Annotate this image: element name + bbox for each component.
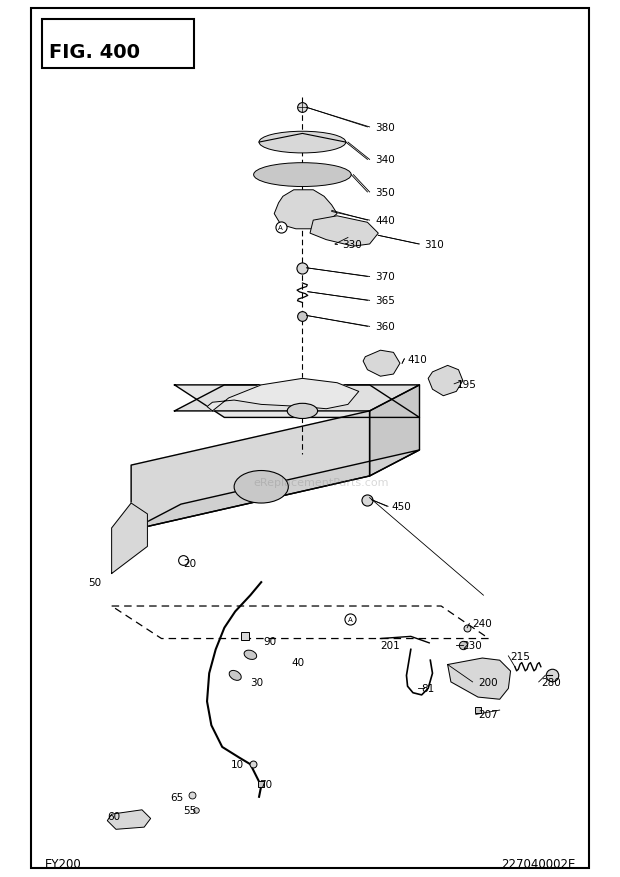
Text: eReplacementParts.com: eReplacementParts.com bbox=[254, 477, 389, 488]
Ellipse shape bbox=[254, 163, 351, 188]
Polygon shape bbox=[174, 386, 420, 418]
Text: 70: 70 bbox=[259, 779, 272, 789]
Text: 215: 215 bbox=[510, 651, 530, 661]
Polygon shape bbox=[370, 386, 420, 476]
Ellipse shape bbox=[287, 403, 317, 419]
Text: 60: 60 bbox=[107, 811, 120, 822]
Text: 280: 280 bbox=[541, 677, 560, 687]
Text: 65: 65 bbox=[170, 792, 184, 802]
Text: 230: 230 bbox=[462, 640, 482, 650]
Text: EY200: EY200 bbox=[45, 858, 81, 871]
Text: 90: 90 bbox=[264, 636, 277, 646]
Polygon shape bbox=[131, 451, 420, 531]
Text: A: A bbox=[348, 617, 353, 623]
Polygon shape bbox=[174, 386, 420, 411]
Text: 330: 330 bbox=[342, 239, 362, 250]
Text: 200: 200 bbox=[478, 677, 498, 687]
Polygon shape bbox=[428, 366, 463, 396]
Ellipse shape bbox=[244, 651, 257, 660]
Polygon shape bbox=[448, 659, 510, 700]
Polygon shape bbox=[310, 217, 378, 246]
Text: 370: 370 bbox=[375, 272, 395, 282]
Text: 50: 50 bbox=[88, 578, 101, 588]
Text: 81: 81 bbox=[422, 683, 435, 694]
Text: 30: 30 bbox=[250, 677, 264, 687]
Text: 410: 410 bbox=[407, 354, 427, 365]
Text: A: A bbox=[278, 225, 283, 231]
Text: 440: 440 bbox=[375, 216, 395, 226]
Ellipse shape bbox=[229, 671, 241, 681]
Polygon shape bbox=[207, 379, 359, 411]
Text: 240: 240 bbox=[472, 618, 492, 629]
Text: 207: 207 bbox=[478, 709, 498, 720]
Text: 195: 195 bbox=[456, 380, 476, 389]
Text: FIG. 400: FIG. 400 bbox=[49, 42, 140, 61]
Ellipse shape bbox=[234, 471, 288, 503]
Polygon shape bbox=[131, 411, 370, 531]
Text: 360: 360 bbox=[375, 322, 395, 332]
Text: 450: 450 bbox=[391, 502, 411, 511]
Text: 201: 201 bbox=[381, 640, 400, 650]
Text: 365: 365 bbox=[375, 296, 395, 306]
Bar bbox=[42, 19, 194, 69]
Polygon shape bbox=[274, 190, 337, 230]
Text: 227040002E: 227040002E bbox=[501, 858, 575, 871]
Text: 340: 340 bbox=[375, 155, 395, 165]
Text: 380: 380 bbox=[375, 123, 395, 132]
Polygon shape bbox=[363, 351, 400, 377]
Text: 10: 10 bbox=[231, 759, 244, 769]
Text: 55: 55 bbox=[183, 805, 197, 815]
Text: 40: 40 bbox=[291, 658, 304, 667]
Text: 350: 350 bbox=[375, 188, 395, 197]
Polygon shape bbox=[112, 503, 148, 574]
Text: 310: 310 bbox=[424, 239, 443, 250]
Polygon shape bbox=[107, 809, 151, 830]
Ellipse shape bbox=[259, 132, 346, 153]
Text: 20: 20 bbox=[183, 558, 197, 568]
